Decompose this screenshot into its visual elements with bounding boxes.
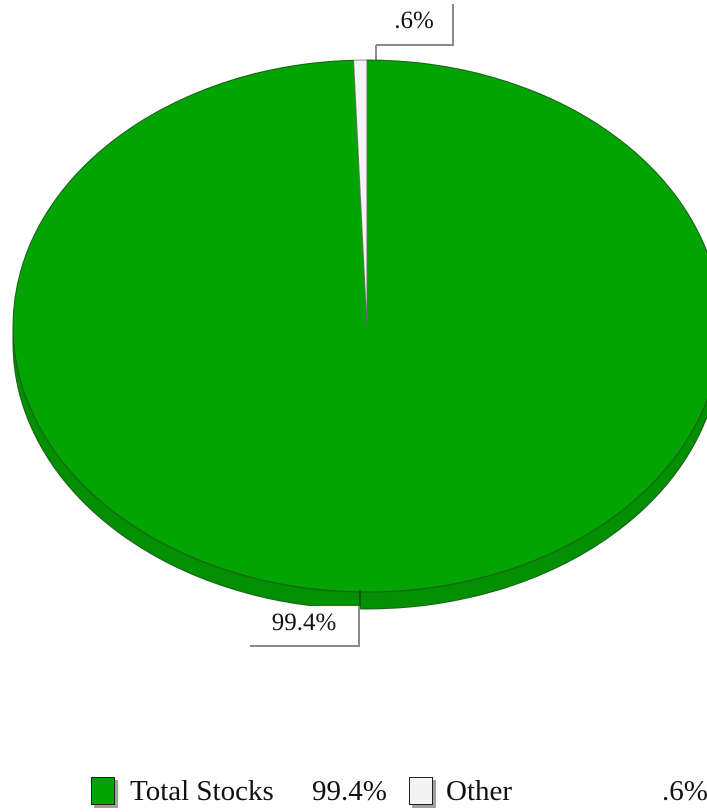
chart-legend: Total Stocks 99.4% Other .6%: [91, 773, 707, 809]
legend-item-other: Other .6%: [409, 773, 707, 809]
slice-label-other: .6%: [376, 4, 454, 46]
legend-label-other: Other: [446, 775, 513, 807]
legend-value-total-stocks: 99.4%: [312, 775, 387, 807]
pie-top-layer: [12, 59, 707, 593]
pie-slice-total-stocks: [12, 59, 707, 593]
legend-value-other: .6%: [662, 775, 707, 807]
legend-item-total-stocks: Total Stocks 99.4%: [91, 773, 411, 809]
legend-label-total-stocks: Total Stocks: [130, 775, 274, 807]
legend-swatch-other: [409, 777, 433, 805]
slice-label-total-stocks: 99.4%: [250, 606, 360, 647]
legend-swatch-total-stocks: [91, 777, 115, 805]
